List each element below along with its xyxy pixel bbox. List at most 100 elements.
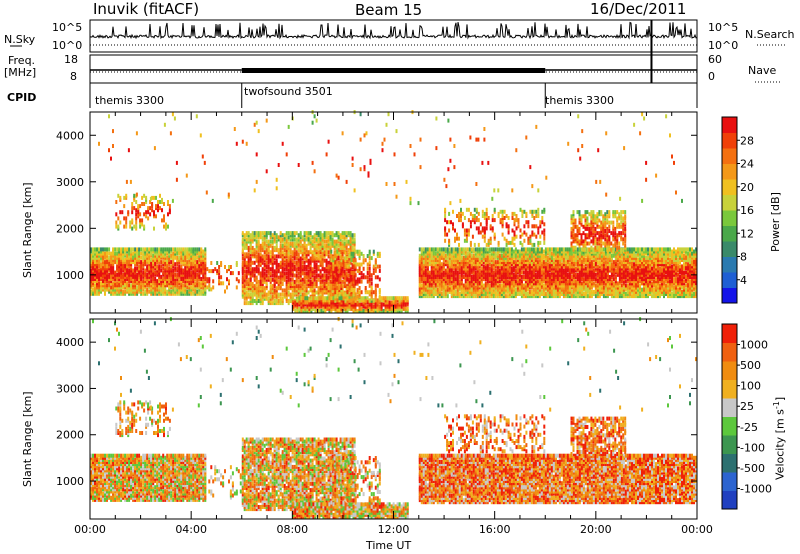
power-cell xyxy=(436,279,439,284)
power-cell xyxy=(271,294,274,299)
power-cell xyxy=(132,281,135,286)
power-cell xyxy=(241,277,244,282)
power-cell xyxy=(354,260,357,265)
power-cell xyxy=(430,279,433,284)
power-cell xyxy=(506,262,509,267)
power-cell xyxy=(96,281,98,286)
power-cell xyxy=(178,272,181,277)
power-cell xyxy=(146,253,149,258)
power-cell xyxy=(196,285,199,290)
power-cell xyxy=(474,258,477,262)
power-cell xyxy=(366,279,369,284)
power-cell xyxy=(150,253,153,258)
power-cell xyxy=(446,262,449,267)
power-cell xyxy=(333,241,336,246)
power-cell xyxy=(464,247,467,252)
power-cell xyxy=(295,279,298,284)
power-cell xyxy=(313,237,316,242)
power-cell xyxy=(376,283,379,288)
power-cell xyxy=(146,268,149,273)
power-cell xyxy=(200,264,203,269)
power-cell xyxy=(472,262,475,267)
power-cell xyxy=(116,257,119,262)
power-cell xyxy=(208,279,211,284)
power-cell xyxy=(323,235,326,240)
power-cell xyxy=(430,270,433,275)
power-cell xyxy=(120,272,123,277)
power-cell xyxy=(434,283,437,288)
power-cell xyxy=(271,277,274,282)
power-cell xyxy=(325,250,328,255)
power-cell xyxy=(172,268,175,273)
power-cell xyxy=(301,256,304,261)
power-cell xyxy=(332,266,335,271)
power-cell xyxy=(259,256,262,261)
power-cell xyxy=(263,237,266,242)
power-cell xyxy=(446,260,449,265)
power-cell xyxy=(434,292,437,296)
power-cell xyxy=(168,272,171,277)
power-cell xyxy=(319,254,322,259)
power-cell xyxy=(374,290,377,295)
power-cell xyxy=(142,274,145,279)
power-cell xyxy=(271,296,274,301)
power-cell xyxy=(418,294,421,299)
power-cell xyxy=(206,279,209,284)
power-cell xyxy=(502,249,505,254)
power-cell xyxy=(524,251,527,256)
power-cell xyxy=(490,292,493,296)
power-cell xyxy=(136,268,139,273)
power-cell xyxy=(122,281,125,286)
power-cell xyxy=(319,286,322,291)
power-cell xyxy=(378,254,381,258)
power-cell xyxy=(500,292,503,296)
power-cell xyxy=(504,253,507,258)
power-cell xyxy=(188,272,191,277)
power-cell xyxy=(300,302,303,307)
power-cell xyxy=(348,296,351,301)
power-cell xyxy=(500,249,503,254)
power-cell xyxy=(293,254,296,259)
power-cell xyxy=(166,272,169,277)
power-cell xyxy=(277,248,280,253)
power-cell xyxy=(329,265,332,269)
power-cell xyxy=(112,268,115,273)
power-cell xyxy=(436,289,439,294)
power-cell xyxy=(430,287,433,292)
power-cell xyxy=(287,269,290,274)
power-cell xyxy=(253,231,256,236)
power-cell xyxy=(341,286,344,291)
power-cell xyxy=(271,265,274,269)
power-cell xyxy=(158,249,161,254)
power-cell xyxy=(456,255,459,260)
power-cell xyxy=(118,268,121,273)
power-cell xyxy=(336,273,339,278)
power-cell xyxy=(154,270,157,275)
power-cell xyxy=(251,231,254,236)
power-cell xyxy=(98,251,100,256)
power-cell xyxy=(424,262,427,267)
power-cell xyxy=(104,285,106,290)
power-cell xyxy=(343,233,346,238)
power-cell xyxy=(178,264,181,269)
power-cell xyxy=(102,260,104,265)
power-cell xyxy=(104,251,106,256)
power-cell xyxy=(263,254,266,259)
power-cell xyxy=(374,304,377,309)
power-cell xyxy=(556,247,559,252)
power-cell xyxy=(500,285,503,290)
power-cell xyxy=(263,271,266,276)
power-cell xyxy=(342,260,345,265)
power-cell xyxy=(176,274,179,279)
power-cell xyxy=(476,255,479,260)
power-cell xyxy=(186,289,189,294)
power-cell xyxy=(329,233,332,238)
power-cell xyxy=(153,195,155,200)
power-cell xyxy=(404,306,407,311)
power-cell xyxy=(243,290,246,295)
power-cell xyxy=(331,243,334,248)
power-cell xyxy=(335,256,338,261)
power-cell xyxy=(92,260,94,265)
power-cell xyxy=(128,283,131,288)
power-cell xyxy=(353,275,356,280)
